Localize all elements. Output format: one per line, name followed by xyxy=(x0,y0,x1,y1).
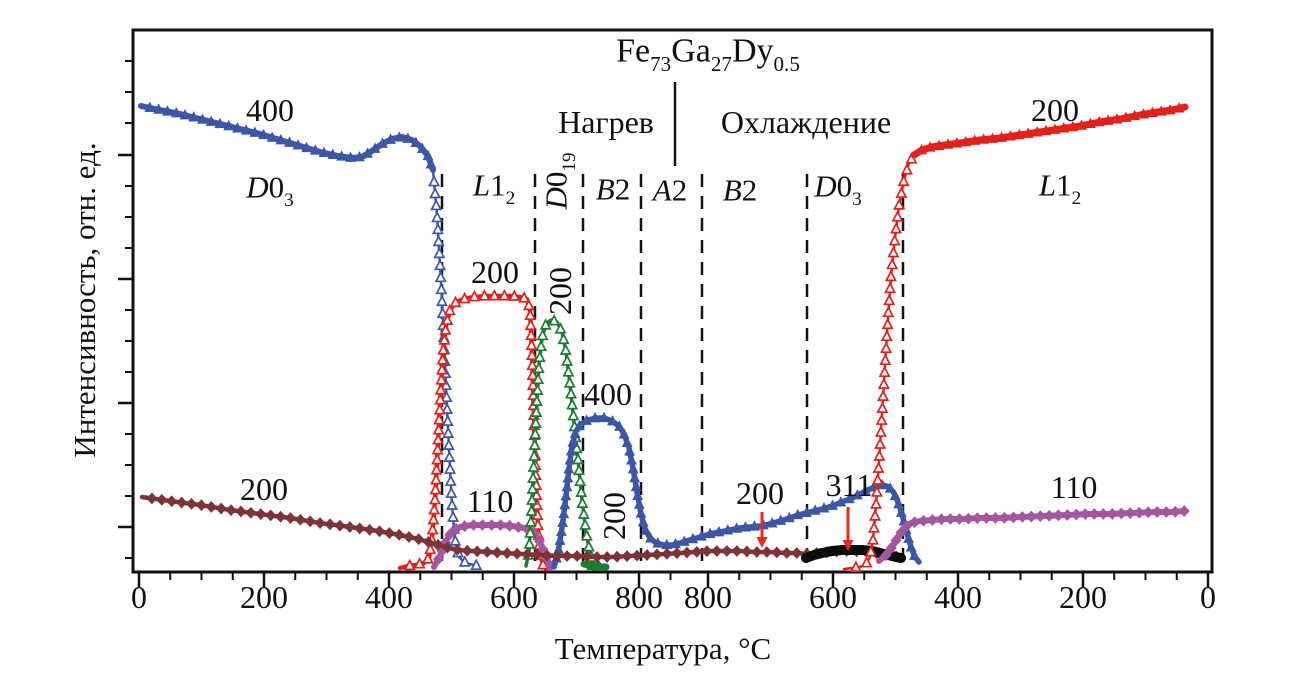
phase-label-4: A2 xyxy=(652,172,688,208)
x-tick-label-heating-0: 0 xyxy=(131,579,147,615)
annotation-arrow-head-0 xyxy=(756,537,768,548)
chart-title: Fe73Ga27Dy0.5 xyxy=(616,32,800,77)
phase-label-2: D019 xyxy=(538,152,581,210)
curve-peak-label-0: 400 xyxy=(246,92,294,128)
curve-peak-label-7: 200 xyxy=(736,475,784,511)
curve-peak-label-6: 200 xyxy=(596,492,632,540)
x-tick-label-cooling-4: 0 xyxy=(1200,579,1216,615)
plot-frame xyxy=(131,28,1214,574)
annotation-arrow-head-1 xyxy=(842,540,854,551)
phase-label-7: L12 xyxy=(1038,167,1082,210)
x-tick-label-heating-4: 800 xyxy=(615,579,663,615)
x-tick-label-cooling-1: 600 xyxy=(809,579,857,615)
phase-label-0: D03 xyxy=(246,169,294,212)
curve-peak-label-3: 110 xyxy=(466,483,514,519)
cooling-label: Охлаждение xyxy=(720,104,892,140)
x-axis-title: Температура, °С xyxy=(554,631,772,666)
series-green-baseline xyxy=(580,559,610,572)
phase-label-3: B2 xyxy=(595,171,631,207)
x-tick-label-heating-1: 200 xyxy=(240,579,288,615)
phase-label-5: B2 xyxy=(722,172,758,208)
phase-label-6: D03 xyxy=(814,168,862,211)
curve-peak-label-1: 200 xyxy=(240,471,288,507)
curve-peak-label-5: 400 xyxy=(584,376,632,412)
series-cooling-110-purple xyxy=(876,505,1190,564)
phase-label-1: L12 xyxy=(472,167,516,210)
curve-peak-label-4: 200 xyxy=(542,267,578,315)
curve-peak-label-10: 110 xyxy=(1050,469,1098,505)
x-tick-label-heating-2: 400 xyxy=(365,579,413,615)
series-cooling-L12-200-red-rise xyxy=(842,152,918,572)
x-tick-label-cooling-2: 400 xyxy=(934,579,982,615)
series-cooling-L12-200-red xyxy=(910,102,1189,159)
series-heating-D03-400-blue xyxy=(138,101,437,173)
curve-peak-label-2: 200 xyxy=(471,254,519,290)
y-axis-title: Интенсивность, отн. ед. xyxy=(67,142,102,458)
x-tick-label-cooling-3: 200 xyxy=(1059,579,1107,615)
x-tick-label-cooling-0: 800 xyxy=(684,579,732,615)
heating-label: Нагрев xyxy=(558,104,654,140)
curve-peak-label-9: 200 xyxy=(1031,92,1079,128)
x-tick-label-heating-3: 600 xyxy=(490,579,538,615)
curve-peak-label-8: 311 xyxy=(825,467,873,503)
